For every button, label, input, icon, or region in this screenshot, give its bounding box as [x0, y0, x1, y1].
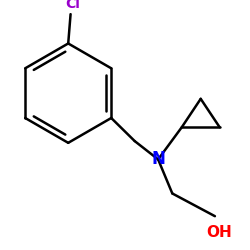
- Text: OH: OH: [206, 225, 232, 240]
- Text: Cl: Cl: [65, 0, 80, 11]
- Text: N: N: [151, 150, 165, 168]
